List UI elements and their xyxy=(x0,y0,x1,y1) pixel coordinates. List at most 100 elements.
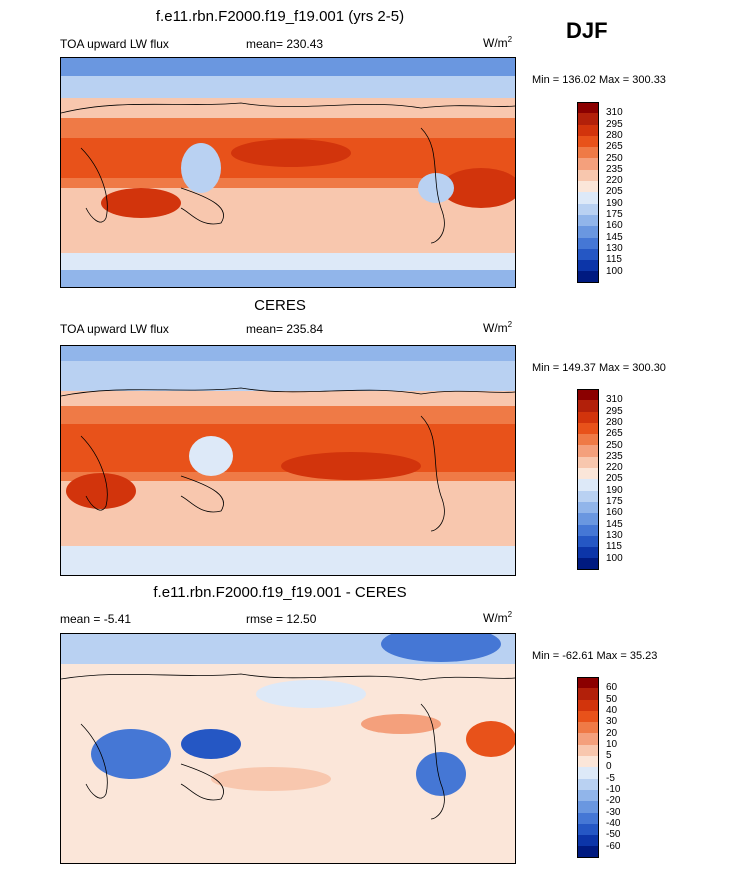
colorbar-tick-label: 0 xyxy=(606,761,612,773)
colorbar-tick-label: 295 xyxy=(606,405,623,417)
colorbar-tick-label: 20 xyxy=(606,727,618,739)
colorbar-swatch xyxy=(577,203,599,215)
colorbar-tick-label: 160 xyxy=(606,507,623,519)
panel-2-variable-label: TOA upward LW flux xyxy=(60,322,169,336)
colorbar-swatch xyxy=(577,677,599,689)
colorbar-tick-label: -30 xyxy=(606,806,621,818)
colorbar-swatch xyxy=(577,468,599,480)
colorbar-swatch xyxy=(577,411,599,423)
colorbar-swatch xyxy=(577,181,599,193)
colorbar-swatch xyxy=(577,456,599,469)
panel-1-colorbar xyxy=(577,102,599,283)
panel-2-units: W/m2 xyxy=(483,320,513,335)
colorbar-tick-label: 235 xyxy=(606,163,623,175)
colorbar-tick-label: 280 xyxy=(606,129,623,141)
panel-2-mean-label: mean= 235.84 xyxy=(246,322,324,336)
panel-3-mean-label: mean = -5.41 xyxy=(60,612,132,626)
colorbar-tick-label: 280 xyxy=(606,416,623,428)
colorbar-swatch xyxy=(577,710,599,723)
colorbar-swatch xyxy=(577,490,599,502)
colorbar-tick-label: -20 xyxy=(606,795,621,807)
colorbar-tick-label: -50 xyxy=(606,829,621,841)
panel-3-units: W/m2 xyxy=(483,610,513,625)
colorbar-tick-label: 130 xyxy=(606,529,623,541)
colorbar-tick-label: 250 xyxy=(606,152,623,164)
colorbar-tick-label: 100 xyxy=(606,265,623,277)
colorbar-swatch xyxy=(577,271,599,283)
colorbar-swatch xyxy=(577,147,599,159)
colorbar-tick-label: 145 xyxy=(606,518,623,530)
colorbar-swatch xyxy=(577,400,599,412)
colorbar-swatch xyxy=(577,422,599,435)
colorbar-tick-label: 235 xyxy=(606,450,623,462)
colorbar-tick-label: -60 xyxy=(606,840,621,852)
colorbar-swatch xyxy=(577,801,599,813)
colorbar-tick-label: 310 xyxy=(606,394,623,406)
colorbar-tick-label: 60 xyxy=(606,682,618,694)
colorbar-swatch xyxy=(577,846,599,858)
colorbar-swatch xyxy=(577,688,599,700)
colorbar-tick-label: 190 xyxy=(606,197,623,209)
panel-3-rmse-label: rmse = 12.50 xyxy=(246,612,317,626)
panel-1-variable-label: TOA upward LW flux xyxy=(60,37,169,51)
panel-2-map xyxy=(60,345,516,576)
colorbar-swatch xyxy=(577,135,599,148)
panel-1-title: f.e11.rbn.F2000.f19_f19.001 (yrs 2-5) xyxy=(155,8,405,25)
colorbar-swatch xyxy=(577,501,599,514)
colorbar-tick-label: 40 xyxy=(606,704,618,716)
colorbar-tick-label: 220 xyxy=(606,175,623,187)
colorbar-swatch xyxy=(577,192,599,204)
colorbar-swatch xyxy=(577,744,599,757)
colorbar-swatch xyxy=(577,524,599,536)
colorbar-tick-label: 30 xyxy=(606,716,618,728)
colorbar-tick-label: 145 xyxy=(606,231,623,243)
panel-3-map xyxy=(60,633,516,864)
colorbar-tick-label: 205 xyxy=(606,186,623,198)
colorbar-swatch xyxy=(577,389,599,401)
colorbar-swatch xyxy=(577,434,599,446)
colorbar-tick-label: 205 xyxy=(606,473,623,485)
colorbar-tick-label: 265 xyxy=(606,141,623,153)
panel-1-units: W/m2 xyxy=(483,35,513,50)
colorbar-swatch xyxy=(577,226,599,238)
panel-3-minmax: Min = -62.61 Max = 35.23 xyxy=(532,650,658,662)
colorbar-swatch xyxy=(577,102,599,114)
colorbar-swatch xyxy=(577,699,599,711)
colorbar-tick-label: 265 xyxy=(606,428,623,440)
panel-1-minmax: Min = 136.02 Max = 300.33 xyxy=(532,74,666,86)
colorbar-tick-label: 250 xyxy=(606,439,623,451)
colorbar-swatch xyxy=(577,214,599,227)
colorbar-tick-label: 5 xyxy=(606,750,612,762)
colorbar-tick-label: 10 xyxy=(606,738,618,750)
colorbar-swatch xyxy=(577,158,599,170)
colorbar-swatch xyxy=(577,722,599,734)
colorbar-tick-label: 310 xyxy=(606,107,623,119)
colorbar-swatch xyxy=(577,445,599,457)
colorbar-swatch xyxy=(577,124,599,136)
colorbar-tick-label: 115 xyxy=(606,541,622,553)
colorbar-swatch xyxy=(577,535,599,548)
panel-2-title: CERES xyxy=(254,297,306,314)
colorbar-tick-label: 160 xyxy=(606,220,623,232)
panel-1-mean-label: mean= 230.43 xyxy=(246,37,324,51)
colorbar-swatch xyxy=(577,778,599,790)
colorbar-swatch xyxy=(577,767,599,779)
panel-3-title: f.e11.rbn.F2000.f19_f19.001 - CERES xyxy=(153,584,407,601)
panel-1-map xyxy=(60,57,516,288)
colorbar-tick-label: 130 xyxy=(606,242,623,254)
season-label: DJF xyxy=(566,18,608,43)
panel-2-colorbar xyxy=(577,389,599,570)
colorbar-swatch xyxy=(577,756,599,768)
colorbar-swatch xyxy=(577,558,599,570)
colorbar-tick-label: 220 xyxy=(606,462,623,474)
colorbar-tick-label: 175 xyxy=(606,496,623,507)
colorbar-swatch xyxy=(577,789,599,802)
colorbar-swatch xyxy=(577,513,599,525)
colorbar-swatch xyxy=(577,823,599,836)
colorbar-tick-label: 50 xyxy=(606,693,618,705)
colorbar-swatch xyxy=(577,835,599,847)
colorbar-swatch xyxy=(577,733,599,745)
colorbar-tick-label: 295 xyxy=(606,118,623,130)
colorbar-swatch xyxy=(577,547,599,559)
colorbar-swatch xyxy=(577,248,599,261)
